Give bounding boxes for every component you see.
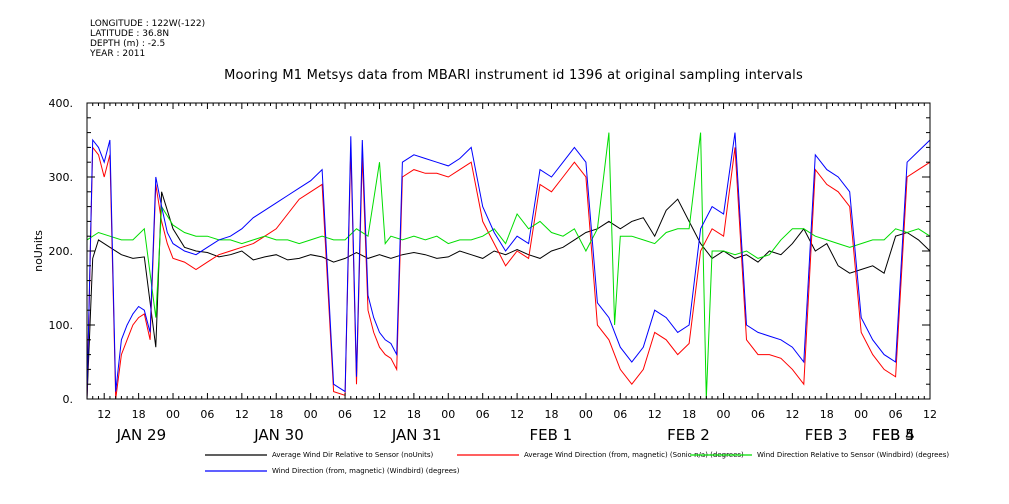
y-tick-label: 200. [49, 245, 74, 258]
x-hour-label: 12 [510, 408, 524, 421]
x-hour-label: 06 [613, 408, 627, 421]
axis-ticks [86, 102, 931, 400]
legend: Average Wind Dir Relative to Sensor (noU… [205, 451, 949, 475]
x-hour-label: 18 [545, 408, 559, 421]
x-hour-label: 00 [854, 408, 868, 421]
x-date-label: FEB 4 [872, 426, 915, 444]
y-tick-label: 400. [49, 97, 74, 110]
y-tick-label: 100. [49, 319, 74, 332]
y-tick-label: 300. [49, 171, 74, 184]
year-label: YEAR : 2011 [90, 49, 146, 59]
station-metadata: LONGITUDE : 122W(-122) LATITUDE : 36.8N … [90, 19, 205, 59]
x-hour-label: 12 [648, 408, 662, 421]
legend-label-3: Wind Direction Relative to Sensor (Windb… [757, 451, 949, 459]
x-hour-label: 18 [269, 408, 283, 421]
x-hour-label: 12 [235, 408, 249, 421]
x-hour-label: 00 [579, 408, 593, 421]
x-hour-label: 00 [441, 408, 455, 421]
axis-labels: 0. 100. 200. 300. 400. 12 18 00 06 12 18 00 06 12 18 00… [49, 97, 938, 444]
legend-label-2: Average Wind Direction (from, magnetic) … [524, 451, 744, 459]
depth-label: DEPTH (m) : -2.5 [90, 39, 166, 49]
legend-label-4: Wind Direction (from, magnetic) (Windbir… [272, 467, 460, 475]
series-lines [86, 132, 931, 400]
x-hour-label: 06 [476, 408, 490, 421]
x-hour-label: 06 [889, 408, 903, 421]
x-hour-label: 12 [372, 408, 386, 421]
x-hour-label: 18 [682, 408, 696, 421]
x-date-label: FEB 1 [530, 426, 573, 444]
x-hour-label: 18 [132, 408, 146, 421]
x-hour-label: 18 [820, 408, 834, 421]
x-date-label: JAN 31 [391, 426, 442, 444]
x-hour-label: 18 [407, 408, 421, 421]
x-hour-label: 06 [200, 408, 214, 421]
series-line-2 [86, 145, 931, 400]
x-date-label: FEB 2 [667, 426, 710, 444]
legend-label-1: Average Wind Dir Relative to Sensor (noU… [272, 451, 433, 459]
x-date-label: JAN 29 [116, 426, 167, 444]
x-hour-label: 00 [717, 408, 731, 421]
x-hour-label: 06 [751, 408, 765, 421]
x-hour-label: 00 [304, 408, 318, 421]
chart-title: Mooring M1 Metsys data from MBARI instru… [224, 68, 803, 83]
y-tick-label: 0. [63, 393, 74, 406]
x-date-label: JAN 30 [253, 426, 304, 444]
x-hour-label: 12 [923, 408, 937, 421]
series-line-4 [86, 132, 931, 400]
x-hour-label: 06 [338, 408, 352, 421]
longitude-label: LONGITUDE : 122W(-122) [90, 19, 206, 29]
x-hour-label: 00 [166, 408, 180, 421]
plot-frame [86, 102, 931, 400]
x-hour-label: 12 [785, 408, 799, 421]
y-axis-title: noUnits [32, 230, 45, 272]
series-line-1 [86, 191, 931, 400]
series-line-3 [86, 132, 931, 400]
latitude-label: LATITUDE : 36.8N [90, 29, 170, 39]
x-hour-label: 12 [97, 408, 111, 421]
x-date-label: FEB 5 [872, 426, 915, 444]
x-date-label: FEB 3 [805, 426, 848, 444]
